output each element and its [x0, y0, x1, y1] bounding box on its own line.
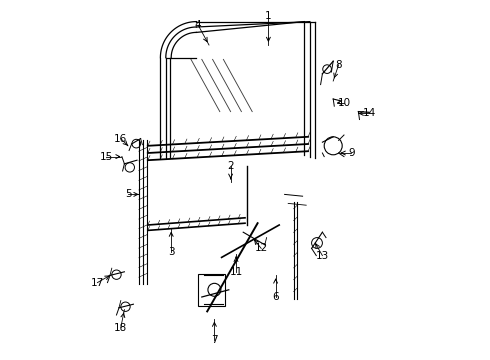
Text: 1: 1 — [265, 11, 272, 21]
Text: 14: 14 — [363, 108, 376, 118]
Text: 4: 4 — [195, 20, 201, 30]
Text: 10: 10 — [338, 98, 350, 108]
Text: 2: 2 — [227, 161, 234, 171]
Text: 8: 8 — [335, 60, 342, 70]
Text: 17: 17 — [91, 278, 104, 288]
Text: 16: 16 — [114, 134, 127, 144]
Text: 6: 6 — [272, 292, 279, 302]
Text: 7: 7 — [211, 335, 218, 345]
Text: 9: 9 — [348, 148, 354, 158]
Text: 13: 13 — [316, 251, 329, 261]
Text: 12: 12 — [255, 243, 268, 253]
Text: 5: 5 — [124, 189, 131, 199]
FancyBboxPatch shape — [198, 274, 225, 306]
Text: 18: 18 — [114, 323, 127, 333]
Text: 3: 3 — [168, 247, 174, 257]
Text: 15: 15 — [100, 152, 113, 162]
Text: 11: 11 — [229, 267, 243, 277]
